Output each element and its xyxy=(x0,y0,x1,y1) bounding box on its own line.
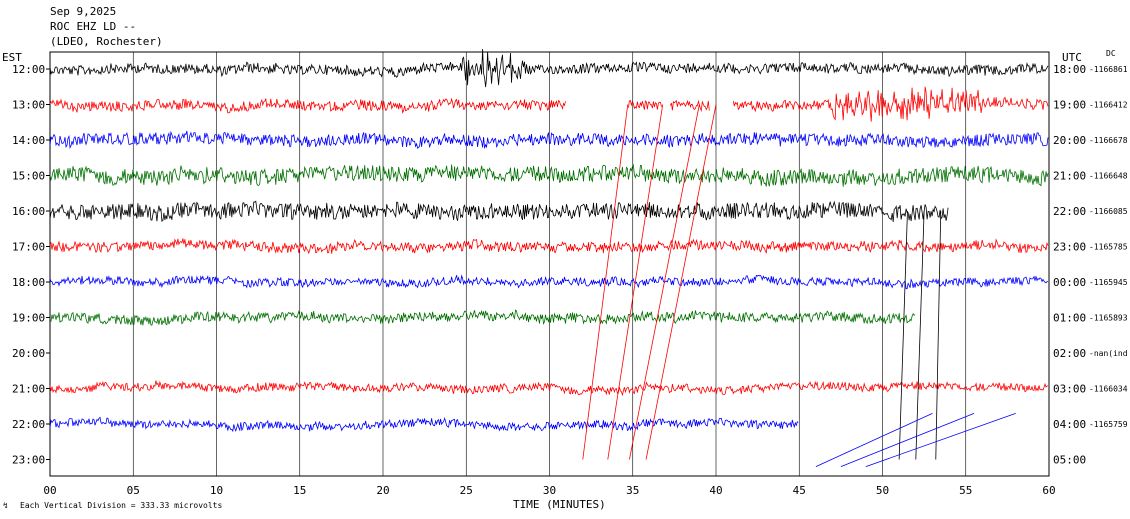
scale-note-icon: ↯ xyxy=(3,501,8,510)
dc-offset-label: -1166678 xyxy=(1089,136,1128,145)
dc-offset-label: -1166648 xyxy=(1089,172,1128,181)
est-hour-label: 13:00 xyxy=(12,99,45,112)
artifact-line xyxy=(865,412,1016,467)
utc-hour-label: 05:00 xyxy=(1053,454,1086,467)
est-hour-label: 14:00 xyxy=(12,134,45,147)
vertical-division-note: Each Vertical Division = 333.33 microvol… xyxy=(20,501,222,510)
utc-hour-label: 19:00 xyxy=(1053,99,1086,112)
dc-offset-label: -1165759 xyxy=(1089,420,1128,429)
dc-offset-label: -1165945 xyxy=(1089,278,1128,287)
artifact-line xyxy=(915,210,925,460)
trace-line xyxy=(49,238,1049,255)
x-tick-label: 50 xyxy=(876,484,889,497)
trace-line xyxy=(732,86,1049,122)
x-axis-title: TIME (MINUTES) xyxy=(513,498,606,511)
x-tick-label: 15 xyxy=(293,484,306,497)
vertical-gridlines xyxy=(132,52,967,476)
x-tick-label: 40 xyxy=(709,484,722,497)
est-hour-label: 22:00 xyxy=(12,418,45,431)
trace-line xyxy=(49,97,566,114)
dc-offset-labels: -1166861 -1166412 -1166678 -1166648 -1166085… xyxy=(1089,65,1128,429)
utc-axis-label: UTC xyxy=(1062,51,1082,64)
artifact-line xyxy=(898,210,908,460)
dc-offset-label: -1165893 xyxy=(1089,314,1128,323)
artifact-line xyxy=(840,412,975,467)
est-hour-label: 20:00 xyxy=(12,347,45,360)
artifact-line xyxy=(629,104,700,460)
dc-offset-label: -1166034 xyxy=(1089,385,1128,394)
utc-hour-label: 21:00 xyxy=(1053,170,1086,183)
dc-offset-label: -1166085 xyxy=(1089,207,1128,216)
utc-hour-label: 04:00 xyxy=(1053,418,1086,431)
utc-hour-label: 03:00 xyxy=(1053,383,1086,396)
trace-line xyxy=(49,130,1049,149)
est-axis-label: EST xyxy=(2,51,22,64)
x-tick-label: 60 xyxy=(1042,484,1055,497)
seismic-traces xyxy=(49,48,1049,433)
dc-label: DC xyxy=(1106,49,1116,58)
x-tick-label: 30 xyxy=(543,484,556,497)
trace-line xyxy=(670,99,710,113)
x-tick-label: 25 xyxy=(460,484,473,497)
utc-hour-label: 18:00 xyxy=(1053,63,1086,76)
utc-hour-label: 02:00 xyxy=(1053,347,1086,360)
est-hour-label: 21:00 xyxy=(12,383,45,396)
x-tick-label: 00 xyxy=(43,484,56,497)
x-tick-label: 20 xyxy=(376,484,389,497)
x-tick-labels: 00 05 10 15 20 25 30 35 40 45 50 55 60 xyxy=(43,484,1055,497)
trace-line xyxy=(49,416,799,433)
utc-hour-labels: 18:00 19:00 20:00 21:00 22:00 23:00 00:00 01:00… xyxy=(1053,63,1086,467)
trace-line xyxy=(49,200,949,222)
est-hour-labels: 12:00 13:00 14:00 15:00 16:00 17:00 18:00 19:00… xyxy=(12,63,50,467)
utc-hour-label: 23:00 xyxy=(1053,241,1086,254)
est-hour-label: 12:00 xyxy=(12,63,45,76)
x-tick-label: 10 xyxy=(210,484,223,497)
est-hour-label: 16:00 xyxy=(12,205,45,218)
date-label: Sep 9,2025 xyxy=(50,5,116,18)
dc-offset-label: -1166861 xyxy=(1089,65,1128,74)
x-tick-label: 45 xyxy=(793,484,806,497)
x-tick-label: 05 xyxy=(127,484,140,497)
x-tick-label: 35 xyxy=(626,484,639,497)
trace-line xyxy=(49,380,1049,397)
x-tick-label: 55 xyxy=(959,484,972,497)
artifact-line xyxy=(607,104,664,460)
utc-hour-label: 01:00 xyxy=(1053,312,1086,325)
trace-line xyxy=(49,48,1049,88)
network-label: (LDEO, Rochester) xyxy=(50,35,163,48)
trace-line xyxy=(49,163,1049,187)
sloped-plot-artifacts xyxy=(582,104,1016,467)
dc-offset-label: -1165785 xyxy=(1089,243,1128,252)
artifact-line xyxy=(935,210,942,460)
dc-offset-label: -1166412 xyxy=(1089,101,1128,110)
utc-hour-label: 00:00 xyxy=(1053,276,1086,289)
dc-offset-label: -nan(ind xyxy=(1089,349,1128,358)
artifact-line xyxy=(645,104,717,460)
artifact-line xyxy=(582,104,629,460)
est-hour-label: 19:00 xyxy=(12,312,45,325)
utc-hour-label: 22:00 xyxy=(1053,205,1086,218)
utc-hour-label: 20:00 xyxy=(1053,134,1086,147)
artifact-line xyxy=(815,412,933,467)
est-hour-label: 18:00 xyxy=(12,276,45,289)
trace-line xyxy=(628,100,663,110)
trace-line xyxy=(49,274,1048,290)
station-label: ROC EHZ LD -- xyxy=(50,20,136,33)
est-hour-label: 23:00 xyxy=(12,454,45,467)
est-hour-label: 15:00 xyxy=(12,170,45,183)
trace-line xyxy=(49,309,916,326)
est-hour-label: 17:00 xyxy=(12,241,45,254)
